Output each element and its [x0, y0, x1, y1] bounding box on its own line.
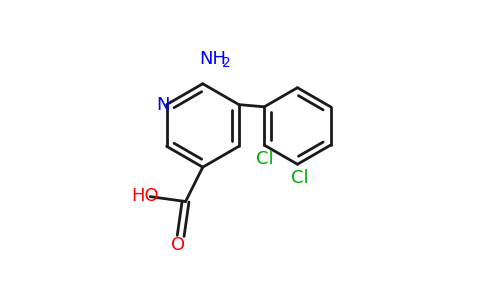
Text: HO: HO: [132, 187, 159, 205]
Text: N: N: [156, 96, 169, 114]
Text: Cl: Cl: [290, 169, 308, 187]
Text: NH: NH: [199, 50, 226, 68]
Text: O: O: [171, 236, 185, 254]
Text: 2: 2: [222, 56, 231, 70]
Text: Cl: Cl: [257, 150, 274, 168]
